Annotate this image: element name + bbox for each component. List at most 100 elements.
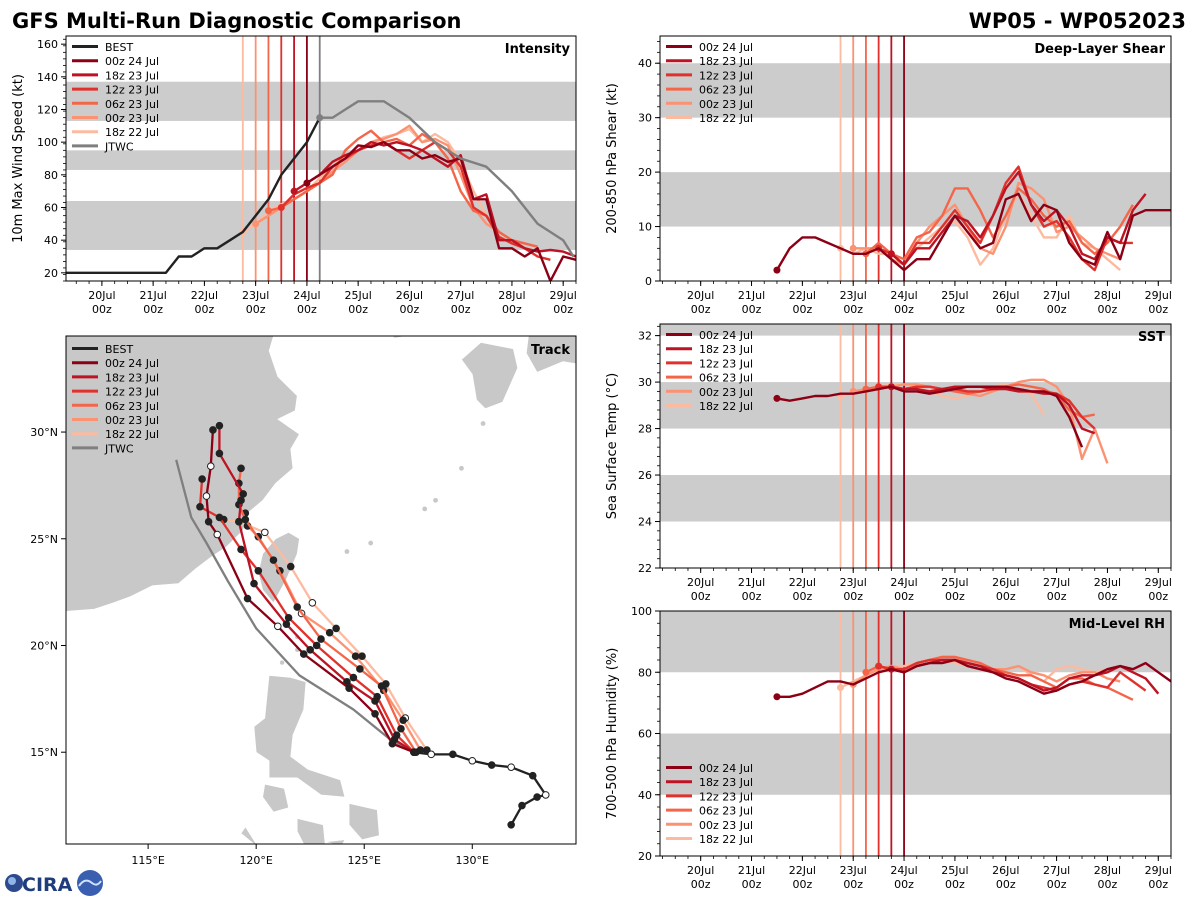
shear-xtick-label: 26Jul	[992, 289, 1019, 302]
rh-init-marker	[773, 693, 781, 701]
intensity-xtick-label: 27Jul	[447, 289, 474, 302]
rh-ylabel: 700-500 hPa Humidity (%)	[605, 648, 620, 820]
intensity-xtick-label: 00z	[451, 303, 471, 316]
intensity-panel: 2040608010012014016020Jul00z21Jul00z22Ju…	[11, 35, 577, 316]
track-point	[209, 426, 217, 434]
intensity-xtick-label: 23Jul	[242, 289, 269, 302]
sst-xtick-label: 00z	[996, 590, 1016, 603]
rh-xtick-label: 00z	[1098, 878, 1118, 891]
shear-xtick-label: 00z	[843, 303, 863, 316]
sst-xtick-label: 22Jul	[789, 576, 816, 589]
track-point	[261, 528, 269, 537]
intensity-legend-label: 06z 23 Jul	[105, 98, 159, 111]
sst-series-line	[891, 385, 1096, 435]
logo-emblem-icon	[77, 870, 103, 896]
intensity-xtick-label: 00z	[502, 303, 522, 316]
track-point	[317, 635, 325, 643]
track-legend-label: 00z 23 Jul	[105, 414, 159, 427]
rh-xtick-label: 00z	[843, 878, 863, 891]
rh-ytick-label: 80	[638, 666, 652, 679]
sst-ytick-label: 28	[638, 423, 652, 436]
logo-globe-highlight-icon	[8, 877, 16, 885]
sst-xtick-label: 21Jul	[738, 576, 765, 589]
track-point	[306, 645, 314, 654]
shear-xtick-label: 22Jul	[789, 289, 816, 302]
shear-legend-label: 12z 23 Jul	[699, 69, 753, 82]
cira-logo: CIRA	[5, 870, 103, 896]
sst-xtick-label: 26Jul	[992, 576, 1019, 589]
shear-xtick-label: 27Jul	[1043, 289, 1070, 302]
track-point	[299, 650, 308, 658]
rh-xtick-label: 00z	[742, 878, 762, 891]
rh-xtick-label: 26Jul	[992, 864, 1019, 877]
shear-xtick-label: 00z	[996, 303, 1016, 316]
track-point	[273, 622, 282, 631]
shear-init-marker	[849, 244, 857, 252]
sst-legend-label: 00z 23 Jul	[699, 386, 753, 399]
intensity-legend-label: 18z 22 Jul	[105, 126, 159, 139]
track-point	[239, 490, 248, 498]
track-point	[358, 652, 366, 660]
track-point	[371, 709, 379, 718]
track-point	[533, 793, 541, 801]
intensity-frame	[65, 35, 577, 282]
track-legend-label: 12z 23 Jul	[105, 386, 159, 399]
sst-band	[660, 324, 1171, 336]
intensity-xtick-label: 00z	[348, 303, 368, 316]
intensity-band	[66, 150, 576, 170]
track-point	[215, 421, 224, 430]
shear-xtick-label: 00z	[1047, 303, 1067, 316]
shear-series-line	[865, 187, 1134, 261]
sst-ylabel: Sea Surface Temp (°C)	[605, 373, 620, 520]
land-china	[66, 336, 300, 612]
rh-xtick-label: 00z	[691, 878, 711, 891]
track-point	[237, 496, 245, 505]
track-point	[237, 464, 245, 473]
rh-xtick-label: 00z	[1148, 878, 1168, 891]
intensity-xtick-label: 00z	[246, 303, 266, 316]
intensity-legend-label: 00z 23 Jul	[105, 112, 159, 125]
intensity-series-line	[66, 117, 321, 274]
track-point	[284, 613, 293, 622]
shear-init-marker	[773, 266, 781, 274]
track-point	[397, 724, 405, 733]
intensity-xtick-label: 00z	[92, 303, 112, 316]
track-point	[399, 716, 407, 725]
rh-xtick-label: 28Jul	[1094, 864, 1121, 877]
rh-init-marker	[862, 668, 870, 676]
track-point	[507, 763, 515, 771]
intensity-xtick-label: 29Jul	[550, 289, 577, 302]
track-ytick-label: 25°N	[30, 533, 58, 546]
intensity-xtick-label: 22Jul	[191, 289, 218, 302]
intensity-series-line	[306, 140, 576, 281]
rh-legend-label: 18z 23 Jul	[699, 776, 753, 789]
intensity-ytick-label: 80	[44, 169, 58, 182]
track-legend-label: BEST	[105, 343, 133, 356]
land-ryukyu-island	[422, 506, 428, 512]
track-point	[254, 566, 263, 575]
intensity-series-line	[319, 100, 575, 258]
track-line	[413, 751, 547, 826]
storm-id: WP05 - WP052023	[969, 9, 1186, 33]
track-point	[250, 579, 258, 588]
track-point	[518, 801, 526, 810]
sst-ytick-label: 26	[638, 469, 652, 482]
shear-ylabel: 200-850 hPa Shear (kt)	[605, 83, 620, 234]
shear-series-line	[878, 165, 1133, 272]
sst-panel: 22242628303220Jul00z21Jul00z22Jul00z23Ju…	[605, 323, 1172, 603]
sst-xtick-label: 00z	[691, 590, 711, 603]
track-frame	[65, 335, 577, 845]
shear-xtick-label: 24Jul	[890, 289, 917, 302]
rh-xtick-label: 00z	[792, 878, 812, 891]
sst-xtick-label: 00z	[843, 590, 863, 603]
sst-ytick-label: 22	[638, 562, 652, 575]
track-point	[332, 624, 340, 633]
track-point	[286, 562, 295, 571]
track-point	[325, 628, 334, 637]
land-samar	[348, 803, 380, 841]
land-ryukyu-island	[368, 540, 374, 546]
track-xtick-label: 130°E	[456, 854, 489, 867]
intensity-xtick-label: 00z	[195, 303, 215, 316]
sst-ytick-label: 32	[638, 330, 652, 343]
intensity-plot-area	[66, 36, 576, 281]
